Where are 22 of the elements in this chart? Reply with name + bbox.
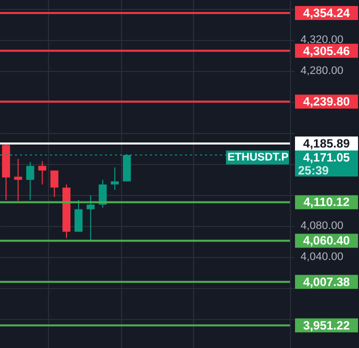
ref-line-label: 4,305.46 [303, 44, 350, 58]
candlestick [14, 158, 22, 202]
candlestick [74, 199, 83, 232]
ref-line-label: 4,110.12 [303, 195, 350, 210]
ref-line-label: 4,239.80 [303, 94, 350, 109]
ref-line-label: 3,951.22 [303, 318, 350, 332]
y-tick-label: 4,320.00 [300, 34, 344, 46]
candlestick [38, 160, 46, 185]
candlestick [86, 194, 95, 242]
y-tick-label: 4,280.00 [300, 65, 344, 78]
y-tick-label: 4,040.00 [300, 251, 344, 264]
candlestick [26, 161, 34, 200]
ref-line-label: 4,185.89 [303, 136, 350, 150]
ref-line-label: 4,060.40 [303, 234, 350, 248]
annotation: ETHUSDT.P [227, 151, 289, 164]
ref-line-label: 4,354.24 [303, 6, 350, 20]
candlestick [50, 170, 58, 198]
y-tick-label: 4,080.00 [300, 220, 344, 232]
ref-line-label: 4,007.38 [303, 274, 350, 289]
ref-line-label: 4,171.05 [303, 150, 350, 164]
text: 25:39 [298, 163, 330, 178]
candlestick [110, 166, 119, 190]
